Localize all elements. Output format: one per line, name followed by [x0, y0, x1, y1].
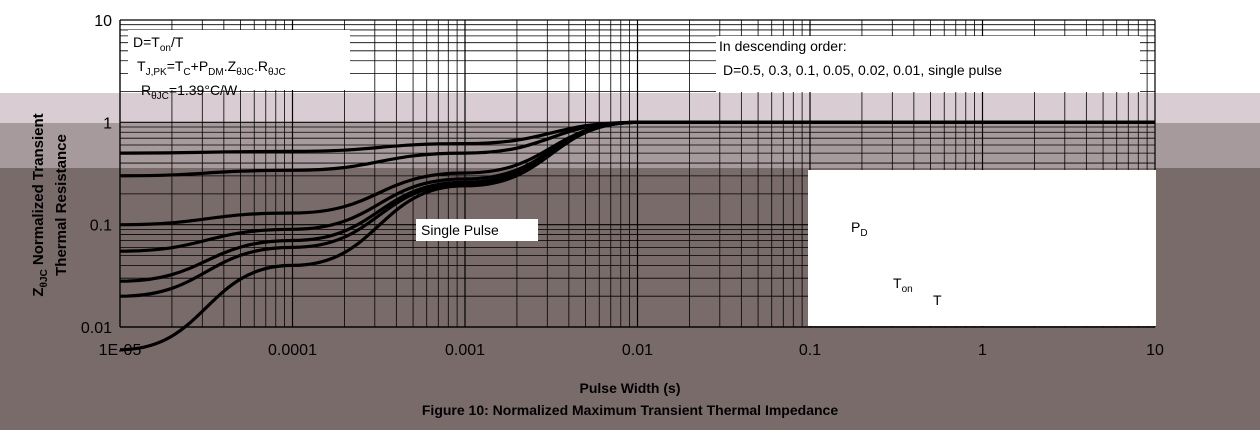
y-tick-label: 1: [103, 115, 112, 132]
single-pulse-label: Single Pulse: [421, 222, 499, 238]
pulse-diagram-box: [808, 170, 1156, 326]
x-tick-label: 0.001: [445, 342, 485, 359]
x-axis-label: Pulse Width (s): [579, 380, 681, 396]
y-tick-label: 0.1: [90, 218, 112, 235]
y-tick-label: 10: [94, 13, 112, 30]
order-values: D=0.5, 0.3, 0.1, 0.05, 0.02, 0.01, singl…: [723, 62, 1003, 78]
ton-label: Ton: [893, 275, 913, 295]
y-tick-label: 0.01: [81, 320, 112, 337]
period-label: T: [933, 292, 942, 308]
order-box: [716, 36, 1140, 92]
x-tick-label: 1E-05: [99, 342, 142, 359]
x-tick-label: 0.0001: [268, 342, 317, 359]
tick-labels: 1E-05 0.0001 0.001 0.01 0.1 1 10 10 1 0.1 0.01: [81, 13, 1164, 359]
x-tick-label: 0.01: [622, 342, 653, 359]
pd-label: PD: [851, 219, 868, 239]
duty-cycle-definition: D=Ton/T: [133, 34, 184, 54]
junction-temp-formula: TJ,PK=TC+PDM.ZθJC.RθJC: [137, 58, 286, 78]
formula-box: [128, 30, 350, 90]
thermal-resistance-value: RθJC=1.39°C/W: [141, 82, 238, 102]
figure-caption: Figure 10: Normalized Maximum Transient …: [421, 402, 839, 418]
single-pulse-box: [416, 219, 538, 241]
y-axis-label: ZθJC Normalized Transient Thermal Resist…: [30, 113, 70, 297]
x-tick-label: 0.1: [799, 342, 821, 359]
series-line-7: [119, 120, 1155, 352]
series-layer: [119, 120, 1155, 352]
order-title: In descending order:: [719, 38, 847, 54]
x-tick-label: 1: [978, 342, 987, 359]
x-tick-label: 10: [1146, 342, 1164, 359]
